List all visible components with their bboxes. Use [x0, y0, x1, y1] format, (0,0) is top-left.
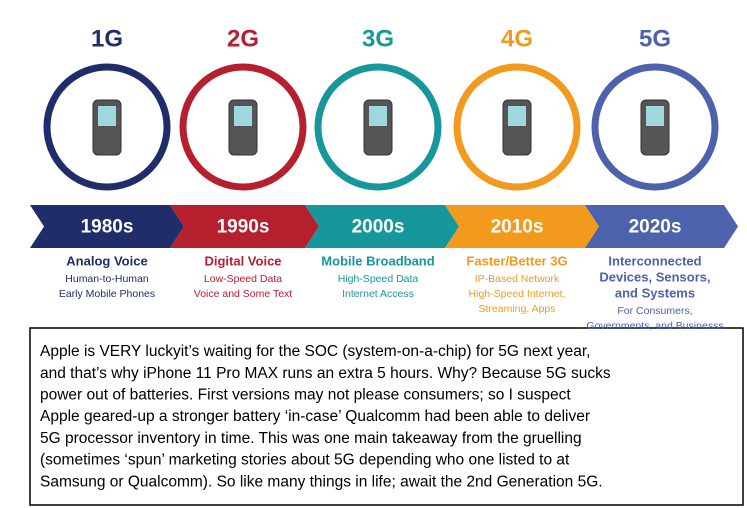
- device-screen: [508, 106, 526, 126]
- note-line: power out of batteries. First versions m…: [40, 386, 571, 403]
- decade-band: [445, 205, 599, 248]
- generation-title: Devices, Sensors,: [599, 269, 710, 284]
- device-screen: [98, 106, 116, 126]
- generation-title: Mobile Broadband: [321, 253, 434, 268]
- generation-detail: For Consumers,: [617, 305, 692, 317]
- note-line: Apple geared-up a stronger battery ‘in-c…: [40, 408, 590, 425]
- generation-detail: High-Speed Internet,: [469, 288, 566, 300]
- generation-label: 3G: [362, 25, 394, 52]
- device-screen: [234, 106, 252, 126]
- note-line: and that’s why iPhone 11 Pro MAX runs an…: [40, 365, 611, 382]
- generation-detail: Human-to-Human: [65, 273, 149, 285]
- generation-label: 1G: [91, 25, 123, 52]
- decade-label: 2000s: [352, 217, 405, 238]
- generation-label: 2G: [227, 25, 259, 52]
- generation-label: 4G: [501, 25, 533, 52]
- decade-band: [585, 205, 738, 248]
- generation-detail: Voice and Some Text: [194, 288, 293, 300]
- note-line: Samsung or Qualcomm). So like many thing…: [40, 473, 603, 490]
- generation-label: 5G: [639, 25, 671, 52]
- decade-band: [30, 205, 184, 248]
- decade-band: [305, 205, 459, 248]
- generation-detail: Streaming, Apps: [478, 303, 555, 315]
- decade-label: 2020s: [629, 217, 682, 238]
- note-box: [29, 327, 744, 506]
- generation-detail: Early Mobile Phones: [59, 288, 155, 300]
- generation-title: Interconnected: [608, 253, 701, 268]
- generation-detail: Governments, and Businesss: [586, 320, 723, 332]
- device-screen: [369, 106, 387, 126]
- generation-detail: IP-Based Network: [475, 273, 560, 285]
- decade-label: 1990s: [217, 217, 270, 238]
- generation-title: and Systems: [615, 285, 695, 300]
- generation-detail: High-Speed Data: [338, 273, 419, 285]
- generation-title: Faster/Better 3G: [466, 253, 567, 268]
- generation-detail: Low-Speed Data: [204, 273, 282, 285]
- note-line: 5G processor inventory in time. This was…: [40, 430, 582, 447]
- decade-label: 1980s: [81, 217, 134, 238]
- device-screen: [646, 106, 664, 126]
- generation-title: Digital Voice: [204, 253, 281, 268]
- generation-detail: Internet Access: [342, 288, 414, 300]
- generation-title: Analog Voice: [66, 253, 147, 268]
- decade-label: 2010s: [491, 217, 544, 238]
- note-line: Apple is VERY luckyit’s waiting for the …: [40, 343, 590, 360]
- note-line: (sometimes ‘spun’ marketing stories abou…: [40, 452, 570, 469]
- decade-band: [170, 205, 319, 248]
